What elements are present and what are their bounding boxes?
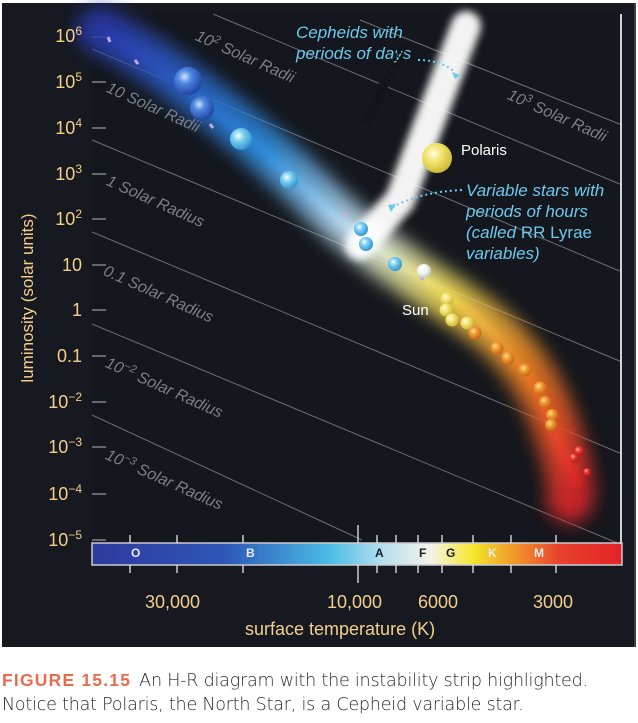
y-label-1e-3: 10−3 bbox=[48, 435, 82, 457]
figure-caption: FIGURE 15.15 An H-R diagram with the inst… bbox=[2, 670, 588, 715]
polaris-label: Polaris bbox=[461, 142, 507, 159]
x-label-3000: 3000 bbox=[533, 592, 574, 612]
spectral-F: F bbox=[419, 546, 427, 560]
spectral-O: O bbox=[131, 546, 141, 560]
y-axis-title: luminosity (solar units) bbox=[18, 213, 37, 383]
y-label-1e2: 102 bbox=[55, 207, 82, 229]
cepheid-annotation: Cepheids with periods of days bbox=[296, 23, 412, 63]
x-label-10000: 10,000 bbox=[327, 592, 383, 612]
y-label-10: 10 bbox=[61, 255, 82, 275]
sun-label: Sun bbox=[402, 302, 429, 319]
figure-number: FIGURE 15.15 bbox=[2, 670, 132, 690]
spectral-B: B bbox=[246, 546, 255, 560]
x-label-30000: 30,000 bbox=[145, 592, 201, 612]
y-label-1e4: 104 bbox=[55, 116, 82, 138]
spectral-bar bbox=[91, 542, 623, 566]
y-label-1: 1 bbox=[71, 300, 82, 320]
spectral-M: M bbox=[534, 546, 544, 560]
spectral-A: A bbox=[375, 546, 384, 560]
y-label-1e6: 106 bbox=[55, 24, 82, 46]
y-label-1e5: 105 bbox=[55, 70, 82, 92]
x-axis-title: surface temperature (K) bbox=[245, 619, 436, 639]
instability-strip bbox=[345, 11, 481, 260]
y-label-1e-5: 10−5 bbox=[48, 528, 82, 550]
polaris-star bbox=[422, 143, 452, 173]
x-ticks bbox=[129, 525, 557, 583]
hr-diagram-graphics bbox=[77, 7, 623, 583]
y-label-1e-2: 10−2 bbox=[48, 390, 82, 412]
y-label-0.1: 0.1 bbox=[56, 346, 82, 366]
spectral-G: G bbox=[446, 546, 456, 560]
y-ticks bbox=[92, 36, 106, 541]
x-label-6000: 6000 bbox=[418, 592, 459, 612]
main-sequence-stars bbox=[174, 67, 591, 476]
rr-lyrae-annotation: Variable stars with periods of hours (ca… bbox=[466, 181, 605, 263]
y-label-1e-4: 10−4 bbox=[48, 482, 82, 504]
plot-frame-right bbox=[620, 14, 622, 544]
y-label-1e3: 103 bbox=[55, 162, 82, 184]
spectral-K: K bbox=[488, 546, 497, 560]
